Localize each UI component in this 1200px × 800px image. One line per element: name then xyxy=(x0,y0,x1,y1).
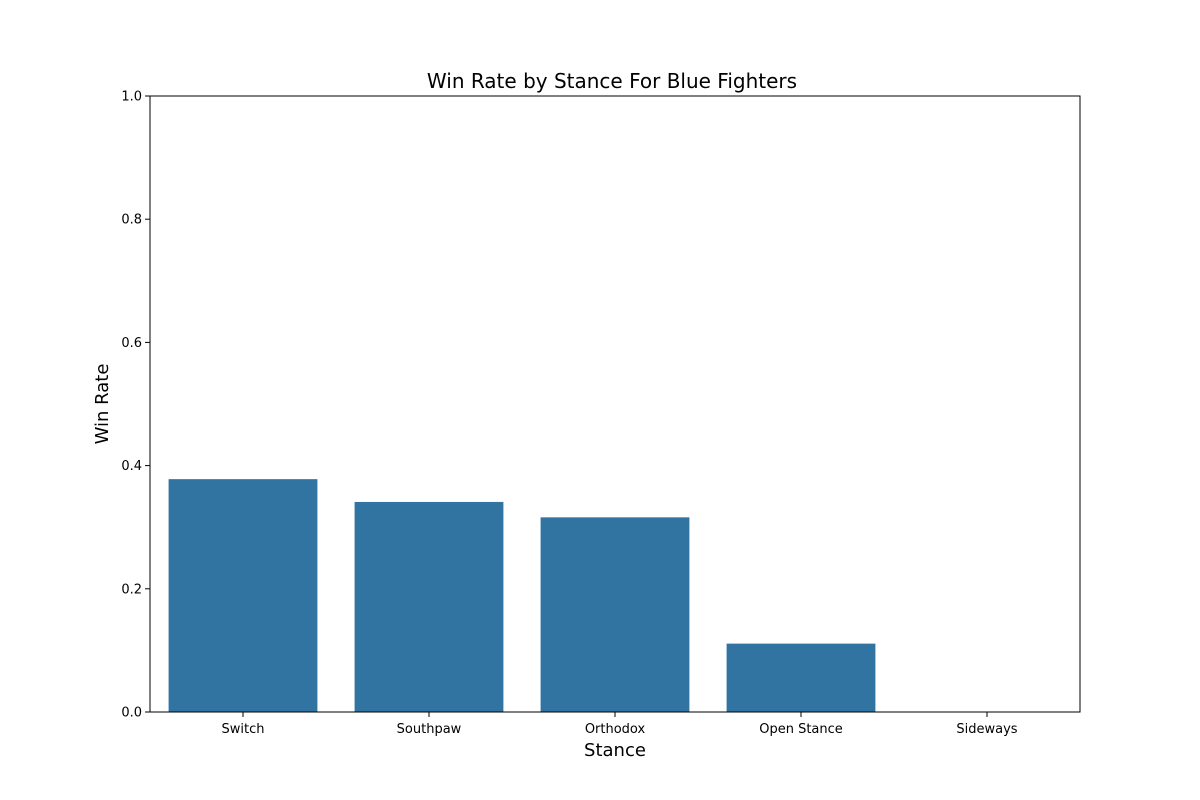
y-tick-label: 0.2 xyxy=(121,582,142,597)
bar-southpaw xyxy=(354,501,504,712)
y-tick-label: 1.0 xyxy=(121,90,142,105)
x-tick-label: Orthodox xyxy=(585,722,646,737)
x-axis-label: Stance xyxy=(584,740,646,761)
y-tick-label: 0.0 xyxy=(121,706,142,721)
x-tick-label: Sideways xyxy=(956,722,1017,737)
y-tick-label: 0.6 xyxy=(121,336,142,351)
bar-switch xyxy=(168,479,318,712)
x-tick-label: Switch xyxy=(222,722,265,737)
chart-title: Win Rate by Stance For Blue Fighters xyxy=(427,69,797,93)
y-axis-label: Win Rate xyxy=(92,364,113,445)
y-tick-label: 0.8 xyxy=(121,213,142,228)
x-tick-label: Southpaw xyxy=(397,722,462,737)
bar-open-stance xyxy=(726,643,876,712)
y-tick-label: 0.4 xyxy=(121,459,142,474)
bar-orthodox xyxy=(540,517,690,712)
x-tick-label: Open Stance xyxy=(759,722,843,737)
plot-area: 0.0 0.2 0.4 0.6 0.8 1.0 Switch Southpaw Orthodox… xyxy=(121,90,1081,737)
